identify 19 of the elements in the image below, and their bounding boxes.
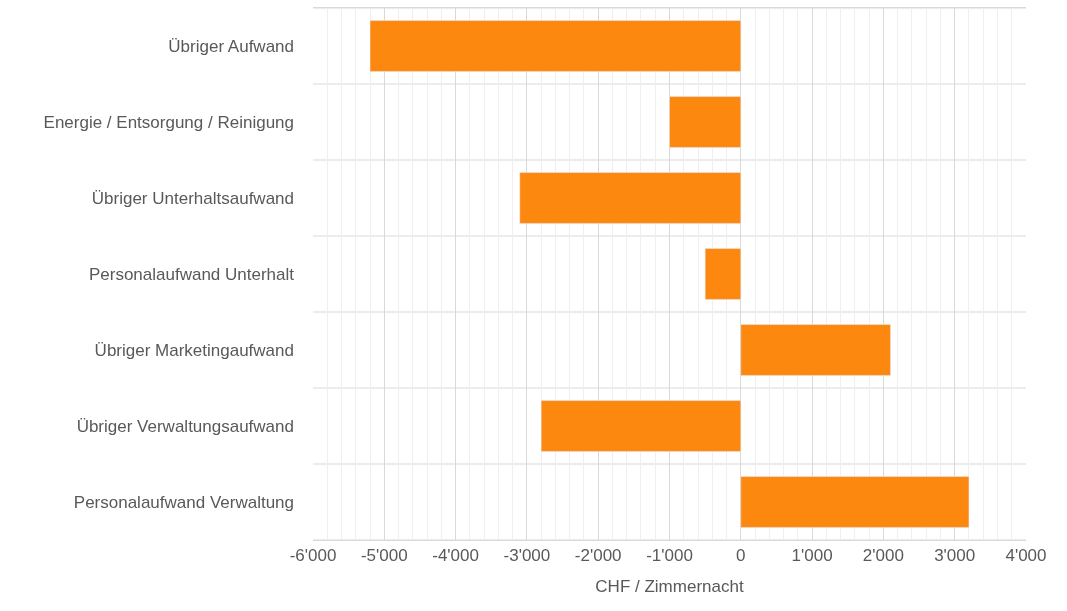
y-tick-label: Übriger Aufwand <box>168 36 294 56</box>
x-tick-label: -4'000 <box>432 546 479 566</box>
x-tick-label: -1'000 <box>646 546 693 566</box>
x-tick-label: -3'000 <box>503 546 551 566</box>
y-tick-label: Übriger Unterhaltsaufwand <box>91 188 294 208</box>
x-tick-label: 4'000 <box>1005 546 1047 566</box>
y-tick-label: Personalaufwand Verwaltung <box>73 492 294 512</box>
x-tick-label: -5'000 <box>360 546 408 566</box>
x-axis-title: CHF / Zimmernacht <box>595 576 744 596</box>
x-tick-label: 3'000 <box>934 546 976 566</box>
y-tick-label: Übriger Verwaltungsaufwand <box>76 416 294 436</box>
y-tick-label: Energie / Entsorgung / Reinigung <box>43 112 294 132</box>
x-tick-label: -2'000 <box>574 546 622 566</box>
x-tick-label: 1'000 <box>791 546 833 566</box>
y-tick-label: Personalaufwand Unterhalt <box>88 264 295 284</box>
x-tick-label: 2'000 <box>862 546 904 566</box>
x-tick-label: -6'000 <box>289 546 337 566</box>
x-tick-label: 0 <box>736 546 746 566</box>
y-tick-label: Übriger Marketingaufwand <box>94 340 294 360</box>
